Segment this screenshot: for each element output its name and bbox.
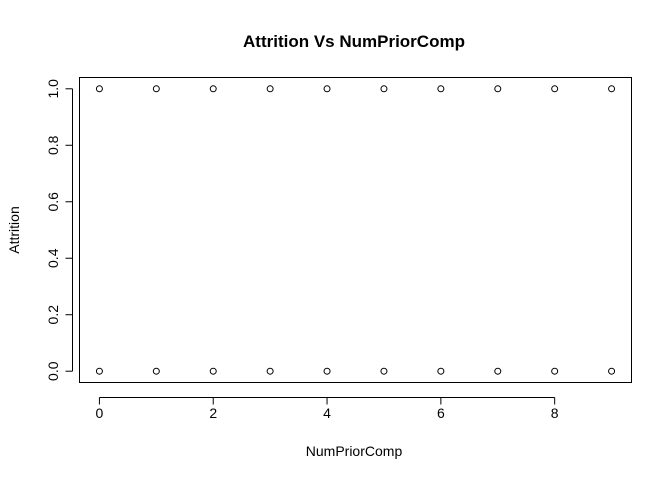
plot-frame xyxy=(79,77,632,383)
data-point xyxy=(152,85,160,93)
data-point xyxy=(266,85,274,93)
y-tick-label: 0.6 xyxy=(45,192,61,212)
data-point xyxy=(323,85,331,93)
y-tick-label: 0.8 xyxy=(45,135,61,155)
y-tick-label: 0.0 xyxy=(45,361,61,381)
data-point xyxy=(494,367,502,375)
x-axis-label: NumPriorComp xyxy=(306,443,403,459)
data-point xyxy=(95,367,103,375)
y-tick-label: 1.0 xyxy=(45,79,61,99)
data-point xyxy=(209,85,217,93)
y-axis: 0.0 0.2 0.4 0.6 0.8 1.0 xyxy=(45,79,73,381)
data-point xyxy=(380,367,388,375)
x-tick-label: 8 xyxy=(551,405,559,421)
x-axis: 0 2 4 6 8 xyxy=(96,397,559,421)
data-point xyxy=(209,367,217,375)
data-point xyxy=(152,367,160,375)
y-tick-label: 0.4 xyxy=(45,248,61,268)
x-tick-label: 0 xyxy=(96,405,104,421)
x-tick-label: 4 xyxy=(323,405,331,421)
data-points xyxy=(95,85,616,375)
data-point xyxy=(323,367,331,375)
chart-title: Attrition Vs NumPriorComp xyxy=(243,32,465,51)
x-tick-label: 2 xyxy=(209,405,217,421)
data-point xyxy=(95,85,103,93)
data-point xyxy=(608,85,616,93)
data-point xyxy=(494,85,502,93)
data-point xyxy=(551,367,559,375)
x-tick-label: 6 xyxy=(437,405,445,421)
y-tick-label: 0.2 xyxy=(45,305,61,325)
data-point xyxy=(551,85,559,93)
data-point xyxy=(266,367,274,375)
data-point xyxy=(608,367,616,375)
y-axis-label: Attrition xyxy=(6,206,22,253)
data-point xyxy=(380,85,388,93)
data-point xyxy=(437,367,445,375)
data-point xyxy=(437,85,445,93)
